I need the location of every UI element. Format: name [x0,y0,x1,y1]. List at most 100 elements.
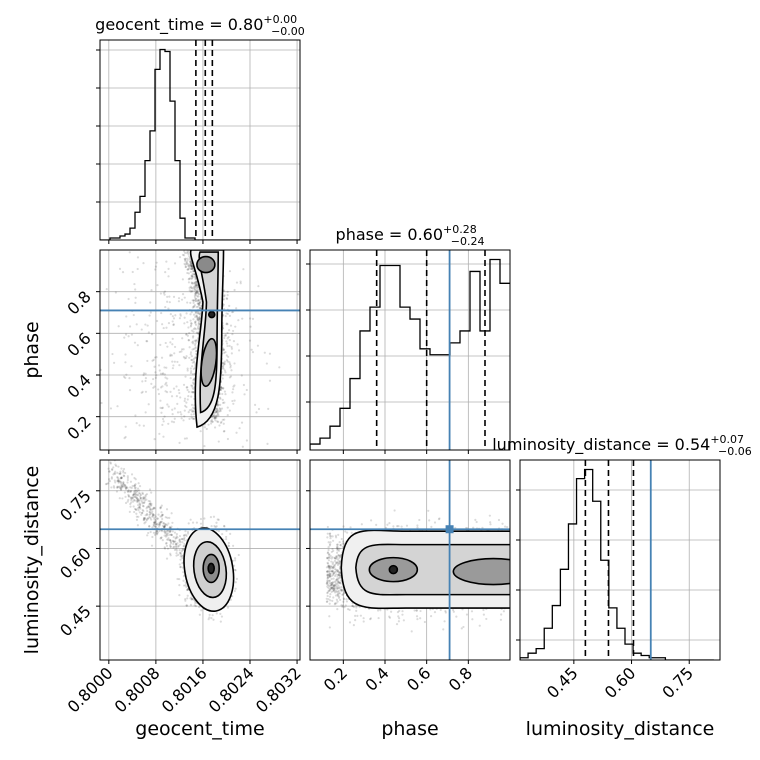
sample-point [195,340,198,343]
sample-point [167,267,170,271]
sample-point [152,386,155,389]
sample-point [267,407,270,410]
sample-point [191,274,194,278]
contour-peak [207,310,216,319]
sample-point [184,251,187,255]
sample-point [235,307,238,310]
sample-point [194,343,197,347]
contour-inner [200,337,218,388]
sample-point [192,285,196,288]
sample-point [251,350,255,354]
sample-point [223,294,226,297]
sample-point [144,379,147,383]
sample-point [180,350,183,353]
sample-point [187,411,190,414]
sample-point [256,344,260,347]
sample-point [184,259,187,263]
sample-point [237,553,240,557]
sample-point [179,566,182,569]
sample-point [220,615,224,618]
sample-point [131,270,134,274]
sample-point [231,391,234,394]
sample-point [238,427,241,430]
sample-point [213,417,216,420]
sample-point [225,529,228,533]
sample-point [223,525,226,528]
sample-point [189,260,192,263]
sample-point [184,599,187,602]
sample-point [173,407,176,410]
sample-point [166,345,169,348]
sample-point [195,297,198,300]
sample-point [223,401,226,404]
panel-phase-hist-frame [309,249,511,451]
sample-point [228,361,231,364]
sample-point [191,267,194,270]
sample-point [194,322,197,325]
sample-point [192,340,195,343]
sample-point [192,367,195,371]
sample-point [194,284,197,287]
sample-point [219,461,221,463]
sample-point [214,237,216,239]
sample-point [214,410,217,413]
sample-point [173,345,177,349]
sample-point [253,403,257,406]
sample-point [191,282,194,285]
sample-point [163,293,166,296]
sample-point [232,402,235,405]
sample-point [222,298,226,301]
sample-point [193,289,196,292]
sample-point [189,353,192,356]
sample-point [147,227,149,229]
sample-point [215,525,218,528]
sample-point [187,272,190,275]
sample-point [182,348,185,351]
sample-point [187,263,190,266]
sample-point [244,233,246,235]
sample-point [228,339,231,342]
sample-point [197,288,200,292]
sample-point [199,247,201,249]
sample-point [188,277,191,280]
sample-point [167,322,171,325]
sample-point [197,455,199,457]
sample-point [183,257,186,261]
sample-point [212,414,216,417]
sample-point [170,354,174,357]
sample-point [215,612,218,615]
sample-point [233,589,236,593]
sample-point [190,408,193,411]
sample-point [145,340,148,343]
sample-point [223,334,226,338]
sample-point [207,423,210,426]
sample-point [191,384,194,387]
sample-point [197,478,199,480]
sample-point [191,373,195,376]
sample-point [181,337,184,340]
sample-point [124,333,128,336]
sample-point [184,597,187,601]
sample-point [128,389,132,392]
gp-contours [100,250,300,429]
sample-point [198,605,201,609]
sample-point [198,306,202,309]
sample-point [173,352,176,355]
sample-point [159,406,162,410]
sample-point [198,307,202,310]
sample-point [221,347,225,350]
sample-point [205,427,208,431]
sample-point [160,411,163,414]
sample-point [153,385,156,388]
sample-point [198,301,201,305]
sample-point [167,422,170,425]
sample-point [168,295,171,298]
sample-point [237,349,241,352]
sample-point [170,395,174,398]
sample-point [194,286,198,289]
sample-point [178,563,181,566]
sample-point [194,284,198,287]
sample-point [183,437,187,440]
sample-point [186,321,189,324]
sample-point [134,301,137,304]
